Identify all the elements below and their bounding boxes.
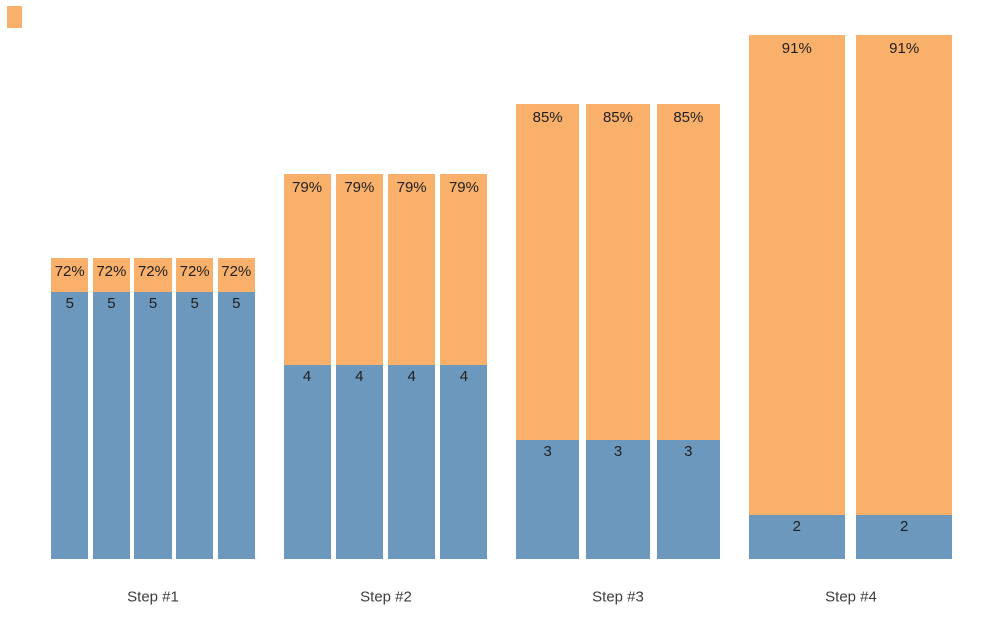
bar-value-label: 2 [792,518,801,535]
bar: 79% 4 [335,174,383,559]
bar-percent-label: 85% [532,109,563,126]
bar-percent-label: 72% [179,263,210,280]
bar: 79% 4 [388,174,436,559]
bar-percent-label: 91% [889,40,920,57]
bar: 72% 5 [134,258,172,559]
x-axis-label: Step #2 [360,588,412,606]
bar-value-label: 3 [543,443,552,460]
bar-value-label: 5 [148,295,158,312]
bar-bottom-segment [217,292,255,559]
bar-bottom-segment [440,365,488,559]
bar: 85% 3 [586,104,650,559]
bar-value-label: 3 [613,443,623,460]
bar-bottom-segment [51,292,89,559]
bar-percent-label: 72% [54,263,85,280]
bar-value-label: 4 [302,368,312,385]
bar-value-label: 5 [107,295,116,312]
x-axis-label: Step #1 [127,588,179,606]
bar-value-label: 4 [407,368,416,385]
bar-percent-label: 79% [448,179,479,196]
bar-bottom-segment [748,515,846,559]
bar-bottom-segment [388,365,436,559]
bar: 91% 2 [748,35,846,559]
bar-percent-label: 79% [396,179,427,196]
bar: 79% 4 [283,174,331,559]
bar-value-label: 5 [232,295,241,312]
bar-percent-label: 85% [602,109,633,126]
bar-percent-label: 79% [292,179,323,196]
bar: 91% 2 [855,35,953,559]
bar: 72% 5 [92,258,131,559]
bar: 72% 5 [175,258,214,559]
bar-percent-label: 91% [781,40,812,57]
bar-percent-label: 79% [344,179,375,196]
bar-value-label: 4 [355,368,364,385]
bar: 85% 3 [656,104,720,559]
bar-value-label: 4 [459,368,469,385]
bar-bottom-segment [855,515,953,559]
bar-bottom-segment [516,440,580,559]
bar-bottom-segment [335,365,383,559]
bar: 79% 4 [440,174,488,559]
bar-percent-label: 85% [673,109,704,126]
bar-value-label: 2 [900,518,909,535]
bar-bottom-segment [586,440,650,559]
bar: 85% 3 [516,104,580,559]
corner-marker [7,6,22,28]
x-axis-label: Step #4 [825,588,877,606]
bar-bottom-segment [283,365,331,559]
bar-value-label: 5 [190,295,199,312]
bar-value-label: 5 [65,295,74,312]
bar-bottom-segment [92,292,131,559]
bar-percent-label: 72% [221,263,252,280]
bar-value-label: 3 [684,443,693,460]
bar-percent-label: 72% [137,263,168,280]
bar-bottom-segment [134,292,172,559]
bar-bottom-segment [175,292,214,559]
bar-bottom-segment [656,440,720,559]
x-axis-label: Step #3 [592,588,644,606]
bar: 72% 5 [217,258,255,559]
bar-percent-label: 72% [96,263,127,280]
bar: 72% 5 [51,258,89,559]
